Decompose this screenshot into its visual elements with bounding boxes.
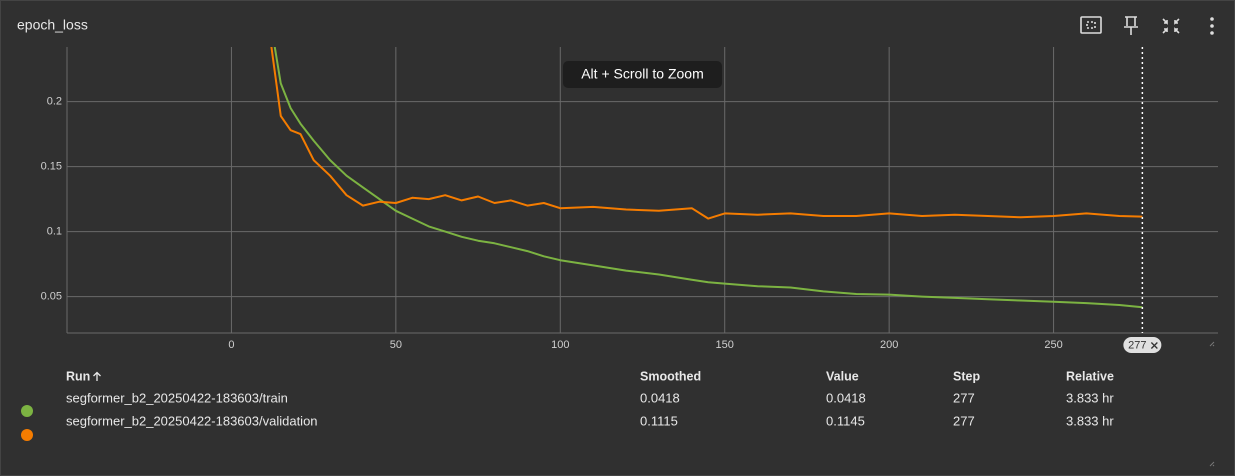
column-header[interactable]: Run <box>66 369 90 383</box>
cursor-close-icon[interactable] <box>1150 342 1158 349</box>
cell: 0.1115 <box>640 413 678 428</box>
sort-arrow <box>93 371 101 381</box>
cursor-chip[interactable] <box>1123 337 1162 353</box>
cell: 277 <box>953 413 975 428</box>
cell: 3.833 hr <box>1066 390 1114 405</box>
y-tick-label: 0.2 <box>47 96 62 108</box>
x-tick-label: 150 <box>716 339 734 351</box>
hint-text: Alt + Scroll to Zoom <box>581 66 704 82</box>
x-tick-label: 0 <box>228 339 234 351</box>
column-header[interactable]: Smoothed <box>640 369 701 383</box>
more-button[interactable] <box>1210 17 1214 35</box>
column-header[interactable]: Relative <box>1066 369 1114 383</box>
column-header[interactable]: Value <box>826 369 859 383</box>
y-tick-label: 0.05 <box>41 291 62 303</box>
cursor-step-label: 277 <box>1128 339 1146 351</box>
x-tick-label: 250 <box>1044 339 1062 351</box>
x-tick-label: 100 <box>551 339 569 351</box>
run-name: segformer_b2_20250422-183603/validation <box>66 413 318 428</box>
cell: 0.0418 <box>826 390 866 405</box>
data-table: Run Smoothed Value Step Relative segformer_b2… <box>21 369 1114 441</box>
series-line <box>273 47 1143 309</box>
card-title: epoch_loss <box>17 17 88 33</box>
run-name: segformer_b2_20250422-183603/train <box>66 390 288 405</box>
grid: 0.05 0.1 0.15 0.2 0 50 100 150 200 250 <box>41 47 1218 351</box>
zoom-hint: Alt + Scroll to Zoom <box>563 61 722 88</box>
plot-lines <box>270 47 1143 309</box>
x-tick-label: 50 <box>390 339 402 351</box>
cell: 0.0418 <box>640 390 680 405</box>
toolbar <box>1080 16 1214 35</box>
hint-box <box>563 61 722 88</box>
resize-handle[interactable] <box>1209 341 1215 467</box>
cell: 0.1145 <box>826 413 865 428</box>
collapse-button[interactable] <box>1162 18 1180 34</box>
cell: 3.833 hr <box>1066 413 1114 428</box>
cell: 277 <box>953 390 975 405</box>
y-tick-label: 0.15 <box>41 161 62 173</box>
column-header[interactable]: Step <box>953 369 980 383</box>
run-color-swatch[interactable] <box>21 405 33 417</box>
series-line <box>270 47 1143 220</box>
cursor: 277 <box>1123 47 1162 353</box>
x-tick-label: 200 <box>880 339 898 351</box>
pin-button[interactable] <box>1124 16 1138 35</box>
fit-domain-button[interactable] <box>1080 16 1102 34</box>
run-color-swatch[interactable] <box>21 429 33 441</box>
y-tick-label: 0.1 <box>47 226 62 238</box>
